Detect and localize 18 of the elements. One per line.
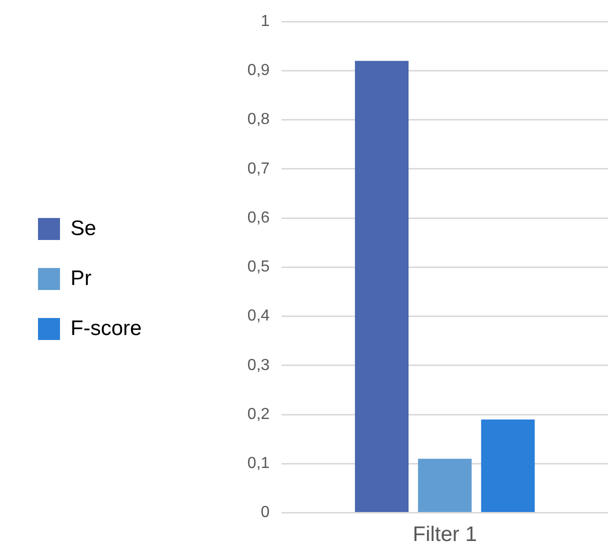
- y-tick-label: 0,8: [247, 111, 270, 128]
- y-tick-label: 0,9: [247, 62, 270, 80]
- y-tick-label: 0,5: [247, 258, 270, 276]
- y-tick-label: 0,6: [247, 209, 270, 226]
- y-tick-label: 0,2: [247, 406, 270, 423]
- y-tick-label: 1: [260, 13, 270, 30]
- legend-label: Se: [70, 216, 96, 240]
- y-tick-label: 0,3: [247, 356, 270, 374]
- bar: [418, 458, 472, 512]
- bar: [481, 419, 535, 512]
- y-tick-label: 0,1: [247, 455, 270, 472]
- x-tick-label: Filter 1: [412, 523, 477, 546]
- legend-label: Pr: [70, 266, 92, 290]
- legend-label: F-score: [70, 316, 142, 340]
- bar: [354, 60, 409, 512]
- y-tick-label: 0,7: [247, 160, 270, 178]
- y-tick-label: 0,4: [247, 308, 270, 325]
- y-tick-label: 0: [260, 504, 270, 522]
